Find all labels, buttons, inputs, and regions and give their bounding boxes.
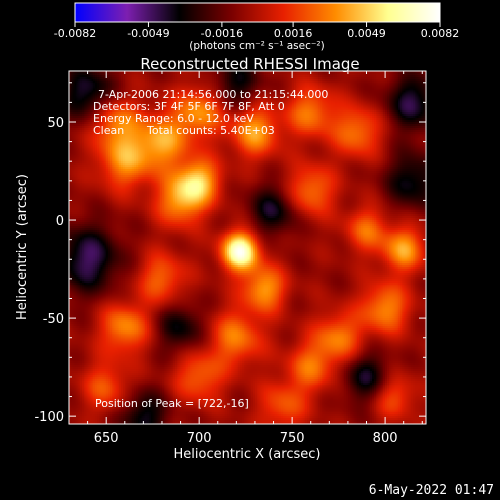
chart-title: Reconstructed RHESSI Image [140,55,359,73]
annotation-block: 7-Apr-2006 21:14:56.000 to 21:15:44.000 … [93,88,328,410]
total-counts-text: Total counts: 5.40E+03 [146,124,275,137]
colorbar-tick-label: -0.0016 [201,27,243,40]
y-axis-ticks: 50 0 -50 -100 [34,82,426,425]
x-tick-label: 700 [187,431,212,446]
y-tick-label: -100 [34,410,64,425]
time-range-text: 7-Apr-2006 21:14:56.000 to 21:15:44.000 [98,88,328,101]
plot-timestamp: 6-May-2022 01:47 [368,483,494,498]
energy-range-text: Energy Range: 6.0 - 12.0 keV [93,112,254,125]
colorbar [74,2,441,23]
x-tick-label: 800 [373,431,398,446]
colorbar-unit-label: (photons cm⁻² s⁻¹ asec⁻²) [189,40,324,52]
peak-position-text: Position of Peak = [722,-16] [95,397,249,410]
colorbar-tick-label: -0.0082 [54,27,96,40]
colorbar-tick-label: 0.0016 [274,27,313,40]
colorbar-tick-label: 0.0049 [347,27,386,40]
x-tick-label: 650 [94,431,119,446]
detectors-text: Detectors: 3F 4F 5F 6F 7F 8F, Att 0 [93,100,285,113]
y-axis-label: Heliocentric Y (arcsec) [15,174,30,320]
heatmap-image [69,71,426,424]
plot-border [68,70,427,425]
y-tick-label: -50 [43,312,64,327]
y-tick-label: 0 [56,214,64,229]
x-axis-ticks: 650 700 750 800 [87,71,423,446]
colorbar-ticks: -0.0082 -0.0049 -0.0016 0.0016 0.0049 0.0082 [54,22,459,40]
plot-frame [68,70,427,425]
x-axis-label: Heliocentric X (arcsec) [174,447,321,462]
y-tick-label: 50 [47,116,64,131]
x-tick-label: 750 [280,431,305,446]
colorbar-tick-label: -0.0049 [127,27,169,40]
colorbar-tick-label: 0.0082 [421,27,460,40]
algorithm-text: Clean [93,124,124,137]
